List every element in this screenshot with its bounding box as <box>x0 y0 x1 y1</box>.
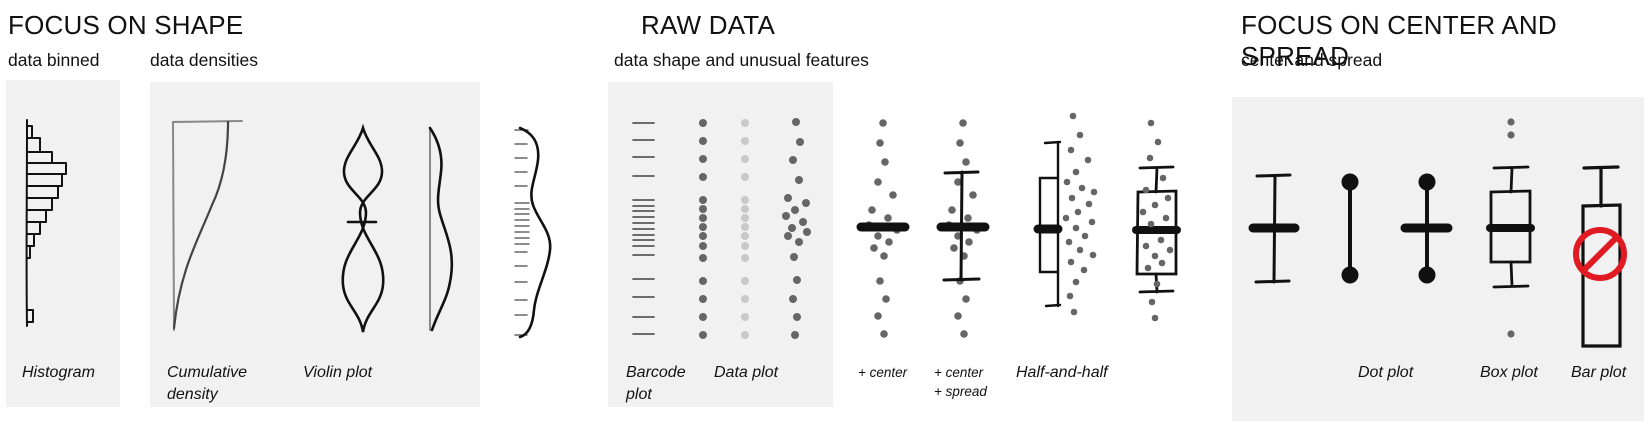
box-dots-points <box>1139 119 1174 322</box>
box-plot <box>1486 118 1535 338</box>
section-title-raw: RAW DATA <box>641 10 775 40</box>
dot-plot-dumbbell <box>1341 173 1359 284</box>
histogram <box>25 119 67 327</box>
dots-plus-center <box>856 119 910 338</box>
dots-plus-center-spread <box>936 119 990 338</box>
cumulative-density <box>171 120 243 331</box>
raw-data-panel <box>608 82 833 407</box>
dot-plot-dumbbell-center <box>1400 173 1453 284</box>
caption-violin: Violin plot <box>303 364 373 381</box>
caption-plus-center: + center <box>858 365 908 380</box>
dot-column-dark <box>699 119 707 339</box>
caption-bar-plot: Bar plot <box>1571 364 1627 381</box>
caption-dot-plot: Dot plot <box>1358 364 1414 381</box>
error-bar <box>1248 173 1300 284</box>
caption-plus-center-spread-line1: + center <box>934 365 984 380</box>
half-and-half-plot <box>1033 112 1098 316</box>
dot-column-light <box>741 119 749 339</box>
caption-data-plot: Data plot <box>714 364 779 381</box>
section-subtitle-binned: data binned <box>8 50 100 70</box>
cumulative-frame <box>171 120 243 331</box>
prohibited-icon <box>1573 227 1627 281</box>
data-plot <box>699 118 811 339</box>
caption-half-and-half: Half-and-half <box>1016 364 1108 381</box>
caption-plus-center-spread-line2: + spread <box>934 384 987 399</box>
caption-cumulative-line2: density <box>167 386 218 403</box>
half-dots <box>1062 112 1098 316</box>
cumulative-curve <box>172 120 230 330</box>
histogram-panel <box>6 80 120 407</box>
section-subtitle-raw: data shape and unusual features <box>614 50 869 70</box>
caption-histogram: Histogram <box>22 364 95 381</box>
box-dots-box <box>1135 189 1178 276</box>
box-plot-with-dots <box>1132 119 1181 322</box>
caption-cumulative-line1: Cumulative <box>167 364 248 381</box>
section-title-shape: FOCUS ON SHAPE <box>8 10 244 40</box>
histogram-bars <box>26 125 67 259</box>
densities-panel <box>150 82 480 407</box>
dot-column-jittered <box>782 118 811 339</box>
violin-outline <box>341 123 385 333</box>
barcode-plot <box>632 122 655 335</box>
histogram-outlier-bar <box>26 309 34 323</box>
rug-ticks <box>514 129 530 336</box>
caption-barcode-line2: plot <box>626 386 652 403</box>
caption-box-plot: Box plot <box>1480 364 1538 381</box>
half-violin-curve <box>428 126 454 332</box>
half-violin <box>428 126 454 332</box>
bar-plot <box>1573 165 1627 348</box>
section-subtitle-densities: data densities <box>150 50 258 70</box>
section-subtitle-center: center and spread <box>1241 50 1383 70</box>
rug-density-curve <box>518 126 552 339</box>
density-with-rug <box>514 126 552 339</box>
half-whisker <box>1043 140 1062 308</box>
section-title-center: FOCUS ON CENTER AND SPREAD <box>1241 10 1557 71</box>
violin-plot <box>341 123 385 333</box>
caption-barcode-line1: Barcode <box>626 364 686 381</box>
